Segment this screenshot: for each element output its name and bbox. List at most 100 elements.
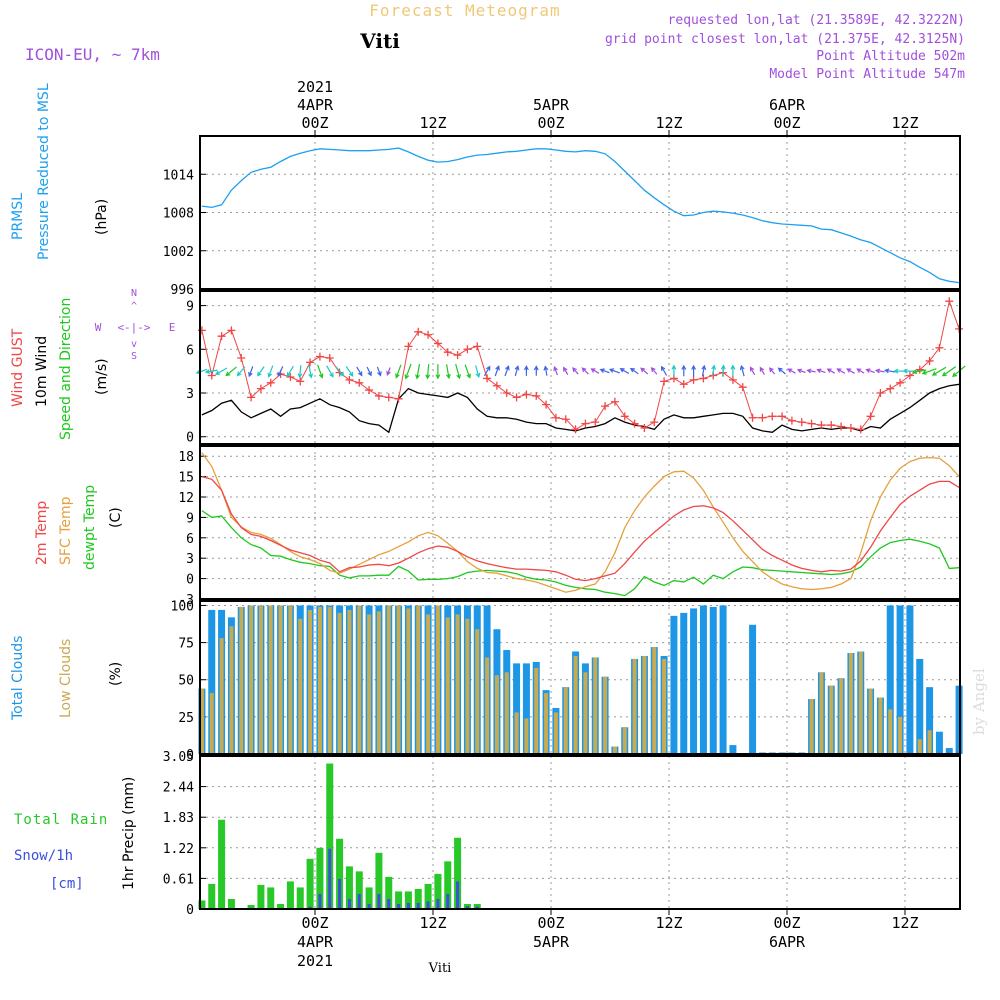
wind-direction-arrow [759,366,765,375]
requested-coords: requested lon,lat (21.3589E, 42.3222N) [668,13,965,28]
low-cloud-bar [858,651,863,754]
low-cloud-bar [347,609,352,754]
wind-direction-arrow [563,366,569,376]
low-cloud-bar [544,693,549,754]
dewpoint-line [201,510,960,597]
wind-direction-arrow [572,367,579,375]
y-tick-label: 2.44 [163,781,194,796]
gust-point [561,415,570,424]
gust-point [532,391,541,400]
panel-frame [199,755,961,910]
wind-direction-arrow [865,368,875,374]
low-cloud-bar [927,730,932,754]
wind-direction-arrow [356,366,363,377]
gust-point [483,374,492,383]
low-cloud-bar [258,605,263,754]
pressure-label: PRMSL [10,193,26,240]
wind-direction-arrow [435,364,441,380]
total-cloud-bar [208,609,216,754]
wind-direction-arrow [608,368,620,374]
chart-title: Forecast Meteogram [369,1,560,20]
gust-point [935,343,944,352]
total-cloud-bar [690,608,698,754]
total-cloud-bar [709,606,717,754]
gust-point [768,412,777,421]
wind-direction-arrow [533,365,539,376]
gust-point [738,383,747,392]
gust-point [846,423,855,432]
gust-point [601,402,610,411]
rain-bar [286,881,294,909]
wind-direction-arrow [326,365,334,378]
low-cloud-bar [239,606,244,754]
wind-direction-arrow [749,366,756,376]
total-cloud-bar [680,612,688,754]
gust-point [217,332,226,341]
wind-speed-line [201,383,960,434]
total-cloud-bar [886,605,894,754]
rain-bar [326,763,334,909]
wind-direction-arrow [366,366,372,377]
total-cloud-bar [896,605,904,754]
low-cloud-bar [553,712,558,754]
y-tick-label: 9 [186,511,194,526]
wind-direction-arrow [581,367,589,375]
low-cloud-bar [524,718,529,754]
wind-direction-arrow [826,368,836,374]
gust-point [296,377,305,386]
sfc-temp-label: SFC Temp [58,496,74,565]
low-cloud-bar [809,699,814,754]
date-label-top: 5APR [533,96,570,114]
rain-bar [404,891,412,909]
low-cloud-bar [199,688,204,754]
gust-point [807,419,816,428]
wind-direction-arrow [514,365,520,377]
low-cloud-bar [534,667,539,754]
wind-direction-arrow [335,366,345,377]
low-cloud-bar [839,678,844,754]
wind-direction-arrow [599,368,610,374]
y-tick-label: 1.83 [163,811,194,826]
wind-direction-arrow [660,365,668,376]
wind-direction-arrow [884,368,896,374]
gust-point [502,389,511,397]
cloud-unit: (%) [108,662,124,686]
snow-bar [416,902,420,909]
y-tick-label: 100 [171,599,194,614]
wind-direction-arrow [308,364,314,379]
wind-direction-arrow [415,363,421,380]
wind-direction-arrow [730,364,736,377]
wind-direction-arrow [911,369,927,375]
snow-bar [328,848,332,909]
gust-point [758,413,767,422]
low-cloud-bar [642,655,647,754]
low-cloud-bar [298,618,303,754]
snow-bar [446,893,450,909]
wind-direction-arrow [856,368,865,374]
low-cloud-bar [367,614,372,754]
gust-point [266,378,275,387]
gust-point [306,358,315,367]
gust-point [247,393,256,402]
rain-bar [218,819,226,909]
gust-point [640,423,649,432]
wind-direction-arrow [590,368,600,374]
low-cloud-bar [819,672,824,754]
y-tick-label: 0 [186,748,194,763]
wind-direction-arrow [769,367,776,375]
wind-direction-arrow [720,364,726,377]
wind-direction-arrow [777,367,786,375]
low-cloud-bar [396,605,401,754]
gust-point [787,416,796,425]
snow-bar [406,902,410,909]
snow-bar [397,903,401,909]
wind-direction-arrow [225,366,237,377]
y-tick-label: -3 [178,593,194,608]
snow-bar [377,893,381,909]
low-cloud-bar [504,672,509,754]
compass-cross: <-|-> [117,321,150,334]
low-cloud-bar [219,638,224,754]
gust-point [581,419,590,428]
low-cloud-bar [612,746,617,754]
model-label: ICON-EU, ~ 7km [25,45,160,64]
